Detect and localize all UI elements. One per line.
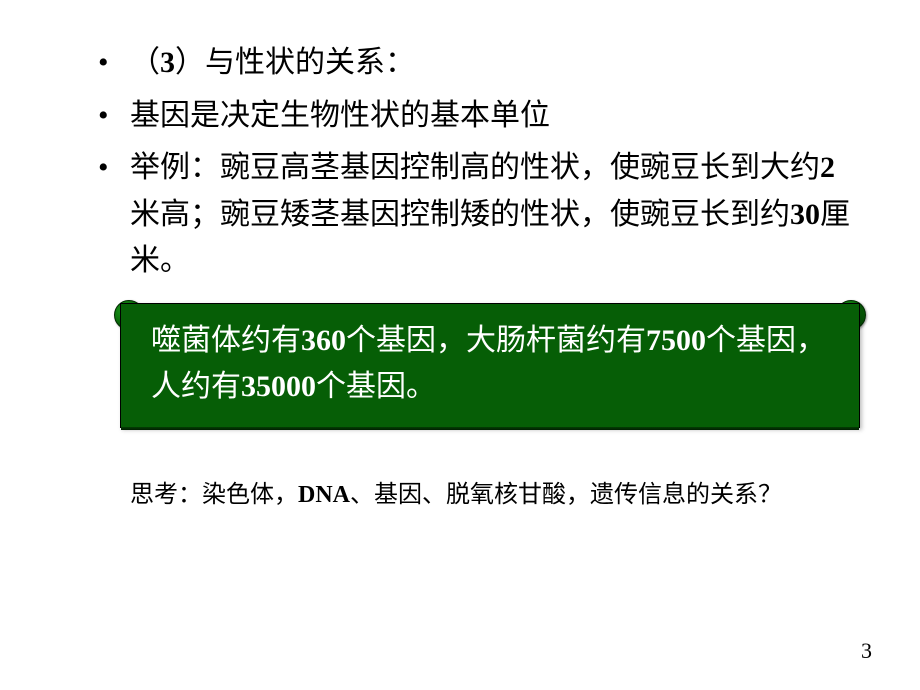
think-rest: 、基因、脱氧核甘酸，遗传信息的关系？	[350, 482, 782, 508]
bullet-item-1: （3）与性状的关系：	[80, 40, 860, 87]
bullet-item-2: 基因是决定生物性状的基本单位	[80, 93, 860, 140]
callout-p2: 个基因，大肠杆菌约有	[346, 324, 646, 357]
callout-n1: 360	[301, 324, 346, 357]
callout-p1: 噬菌体约有	[151, 324, 301, 357]
b1-num: 3	[160, 46, 175, 79]
callout-box: 噬菌体约有360个基因，大肠杆菌约有7500个基因，人约有35000个基因。	[120, 303, 860, 428]
callout-p4: 个基因。	[316, 370, 436, 403]
b1-suffix: ）与性状的关系：	[175, 46, 415, 79]
b3-num1: 2	[820, 151, 835, 184]
callout-n2: 7500	[646, 324, 706, 357]
b3-num2: 30	[790, 198, 820, 231]
think-prompt: 思考：染色体，DNA、基因、脱氧核甘酸，遗传信息的关系？	[130, 476, 890, 514]
callout-wrap: 噬菌体约有360个基因，大肠杆菌约有7500个基因，人约有35000个基因。	[120, 303, 860, 428]
b1-prefix: （	[130, 46, 160, 79]
bullet-item-3: 举例：豌豆高茎基因控制高的性状，使豌豆长到大约2 米高；豌豆矮茎基因控制矮的性状，…	[80, 145, 860, 285]
page-number: 3	[861, 638, 872, 664]
b3-part1: 举例：豌豆高茎基因控制高的性状，使豌豆长到大约	[130, 151, 820, 184]
bullet-list: （3）与性状的关系： 基因是决定生物性状的基本单位 举例：豌豆高茎基因控制高的性…	[80, 40, 860, 285]
callout-n3: 35000	[241, 370, 316, 403]
b3-part2: 米高；豌豆矮茎基因控制矮的性状，使豌豆长到约	[130, 198, 790, 231]
think-label: 思考：染色体，	[130, 482, 298, 508]
think-dna: DNA	[298, 482, 350, 508]
slide-content: （3）与性状的关系： 基因是决定生物性状的基本单位 举例：豌豆高茎基因控制高的性…	[0, 0, 920, 534]
